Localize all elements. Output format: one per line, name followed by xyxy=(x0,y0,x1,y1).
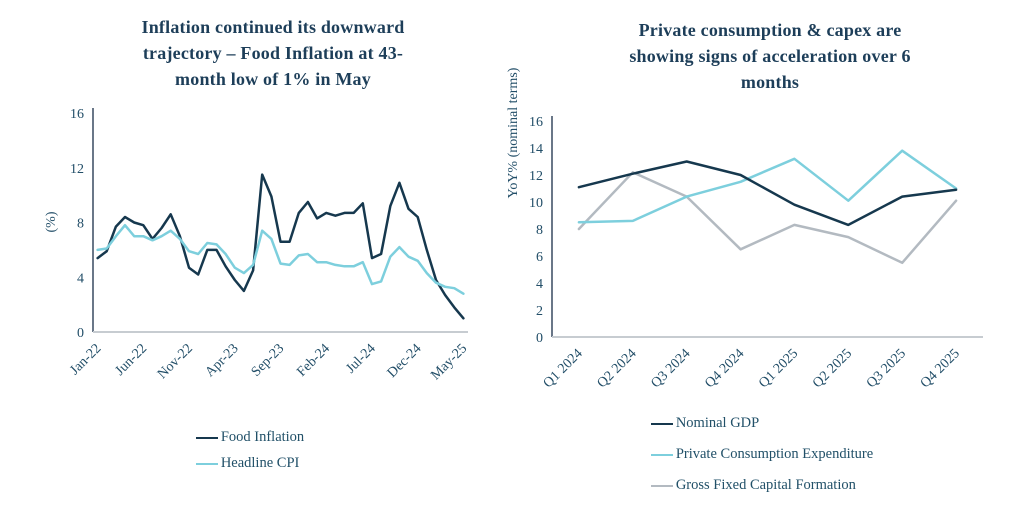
legend-item-nominal-gdp: Nominal GDP xyxy=(650,415,760,432)
y-tick-label: 4 xyxy=(77,271,84,286)
title-line: months xyxy=(740,72,800,92)
inflation-chart-legend: Food Inflation Headline CPI xyxy=(15,429,485,472)
title-line: month low of 1% in May xyxy=(175,69,371,89)
headline-cpi-line xyxy=(96,223,465,295)
x-tick-label: Q1 2025 xyxy=(756,346,801,391)
private-consumption-expenditure-line xyxy=(577,149,958,224)
inflation-chart-title: Inflation continued its downward traject… xyxy=(93,14,453,92)
gdp-chart-panel: Private consumption & capex are showing … xyxy=(500,0,1024,520)
y-tick-label: 2 xyxy=(536,304,543,319)
x-tick-label: Q4 2025 xyxy=(918,346,963,391)
x-tick-label: Jun-22 xyxy=(113,341,151,379)
y-axis-title: YoY% (nominal terms) xyxy=(506,67,521,198)
gdp-line-chart: 0 2 4 6 8 10 12 14 16 YoY% (nominal terms) Q1 2024… xyxy=(506,67,983,391)
legend-item-private-consumption-expenditure: Private Consumption Expenditure xyxy=(650,446,874,463)
x-tick-label: Q4 2024 xyxy=(702,346,747,391)
legend-items: Food Inflation Headline CPI xyxy=(195,429,305,472)
legend-label: Private Consumption Expenditure xyxy=(675,446,874,462)
y-tick-label: 8 xyxy=(536,223,543,238)
x-tick-label: Q2 2025 xyxy=(810,346,855,391)
y-tick-label: 12 xyxy=(70,162,84,177)
food-inflation-swatch-icon xyxy=(195,436,218,439)
y-tick-label: 16 xyxy=(529,115,543,130)
y-tick-label: 10 xyxy=(529,196,543,211)
legend-label: Food Inflation xyxy=(220,429,305,445)
y-tick-label: 6 xyxy=(536,250,543,265)
inflation-line-chart: 0 4 8 12 16 (%) Jan-22 Jun-22 Nov-22 Apr-23 Sep-23… xyxy=(44,107,470,383)
y-tick-label: 0 xyxy=(536,331,543,346)
legend-item-gross-fixed-capital-formation: Gross Fixed Capital Formation xyxy=(650,477,856,494)
gross-fixed-capital-formation-swatch-icon xyxy=(650,484,673,487)
inflation-chart-panel: Inflation continued its downward traject… xyxy=(0,0,500,520)
legend-label: Headline CPI xyxy=(220,455,300,471)
legend-items: Nominal GDP Private Consumption Expenditu… xyxy=(650,415,874,494)
title-line: Private consumption & capex are xyxy=(638,20,902,40)
gross-fixed-capital-formation-line xyxy=(577,171,958,265)
title-line: Inflation continued its downward xyxy=(141,17,405,37)
x-tick-label: May-25 xyxy=(428,341,470,383)
x-tick-label: Dec-24 xyxy=(385,341,425,381)
x-tick-label: Apr-23 xyxy=(203,341,242,380)
nominal-gdp-swatch-icon xyxy=(650,422,673,425)
y-tick-label: 12 xyxy=(529,169,543,184)
legend-item-headline-cpi: Headline CPI xyxy=(195,455,300,472)
y-tick-label: 14 xyxy=(529,142,543,157)
title-line: showing signs of acceleration over 6 xyxy=(629,46,911,66)
title-line: trajectory – Food Inflation at 43- xyxy=(142,43,404,63)
legend-label: Nominal GDP xyxy=(675,415,760,431)
x-tick-label: Jan-22 xyxy=(67,341,104,378)
gdp-chart-legend: Nominal GDP Private Consumption Expenditu… xyxy=(505,415,1019,494)
legend-label: Gross Fixed Capital Formation xyxy=(675,477,856,493)
x-tick-label: Q2 2024 xyxy=(595,346,640,391)
food-inflation-line xyxy=(96,173,465,320)
x-tick-label: Q3 2024 xyxy=(649,346,694,391)
headline-cpi-swatch-icon xyxy=(195,462,218,465)
x-tick-label: Feb-24 xyxy=(294,341,333,380)
x-tick-label: Nov-22 xyxy=(155,341,196,382)
y-tick-label: 16 xyxy=(70,107,84,122)
x-tick-label: Q3 2025 xyxy=(864,346,909,391)
private-consumption-expenditure-swatch-icon xyxy=(650,453,673,456)
y-tick-label: 4 xyxy=(536,277,543,292)
x-tick-label: Jul-24 xyxy=(343,341,378,376)
gdp-chart-title: Private consumption & capex are showing … xyxy=(588,17,952,95)
y-tick-label: 0 xyxy=(77,326,84,341)
legend-item-food-inflation: Food Inflation xyxy=(195,429,305,446)
y-tick-label: 8 xyxy=(77,217,84,232)
x-tick-label: Sep-23 xyxy=(249,341,288,380)
x-tick-label: Q1 2024 xyxy=(541,346,586,391)
y-axis-title: (%) xyxy=(44,211,59,232)
nominal-gdp-line xyxy=(577,160,958,227)
